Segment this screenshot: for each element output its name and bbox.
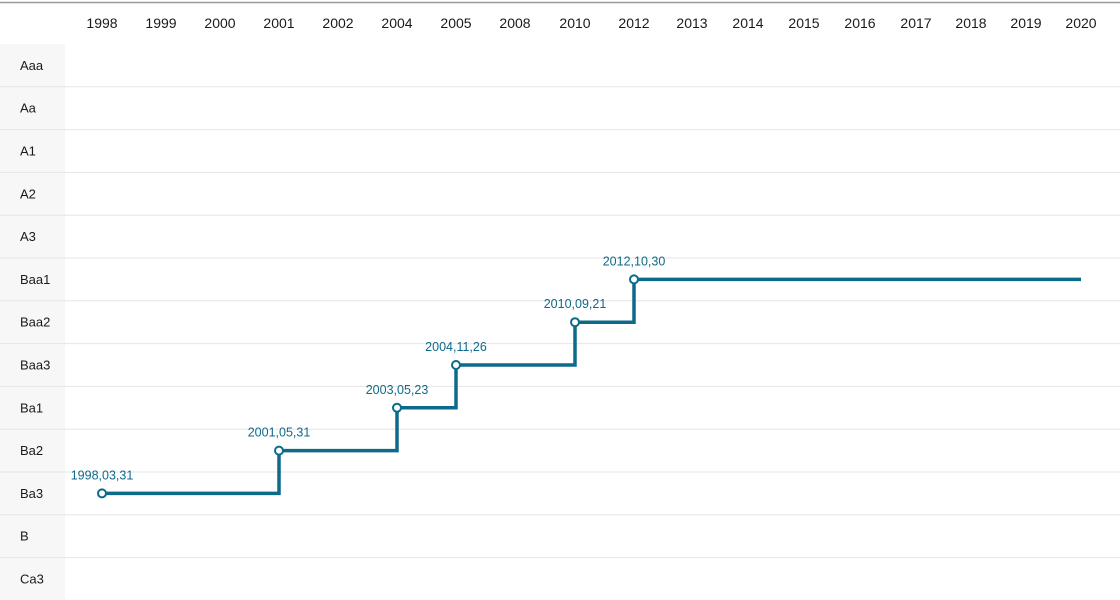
rating-tick-label: Baa1 [20,272,50,287]
rating-tick-label: A2 [20,186,36,201]
rating-tick-label: Baa2 [20,315,50,330]
rating-change-marker [629,274,639,285]
rating-tick-label: Ba3 [20,486,43,501]
year-tick-label: 2013 [676,15,707,31]
label-column-background [0,44,65,600]
year-tick-label: 2005 [440,15,471,31]
year-tick-label: 2015 [788,15,819,31]
rating-series: 1998,03,31 2001,05,31 2003,05,23 2004,11,26… [71,254,1081,499]
rating-tick-label: Ba1 [20,400,43,415]
rating-change-marker [274,445,284,456]
year-tick-label: 1998 [86,15,117,31]
year-tick-label: 1999 [145,15,176,31]
rating-change-date-label: 2001,05,31 [248,426,311,440]
year-tick-label: 2020 [1065,15,1096,31]
rating-change-marker [451,360,461,370]
rating-tick-label: A1 [20,144,36,159]
rating-change-marker [97,488,107,499]
rating-change-date-label: 2004,11,26 [425,340,487,354]
rating-change-date-label: 1998,03,31 [71,468,134,482]
rating-tick-label: Ca3 [20,572,44,587]
rating-tick-label: Aa [20,101,37,116]
row-grid [0,86,1120,600]
rating-change-date-label: 2003,05,23 [366,383,429,397]
year-tick-label: 2004 [381,15,412,31]
year-tick-label: 2010 [559,15,590,31]
rating-change-date-label: 2012,10,30 [603,254,666,268]
year-tick-label: 2001 [263,15,294,31]
rating-tick-label: A3 [20,229,36,244]
rating-change-date-label: 2010,09,21 [544,297,607,311]
rating-axis: Aaa Aa A1 A2 A3 Baa1 Baa2 Baa3 Ba1 Ba2 Ba3 B Ca3 [20,58,50,587]
rating-tick-label: Aaa [20,58,44,73]
rating-tick-label: B [20,529,29,544]
rating-step-line [102,277,1081,496]
year-tick-label: 2016 [844,15,875,31]
year-tick-label: 2019 [1010,15,1041,31]
rating-tick-label: Baa3 [20,358,50,373]
year-tick-label: 2002 [322,15,353,31]
year-tick-label: 2000 [204,15,235,31]
rating-change-marker [392,402,402,413]
year-tick-label: 2008 [499,15,530,31]
year-tick-label: 2017 [900,15,931,31]
rating-tick-label: Ba2 [20,443,43,458]
year-tick-label: 2014 [732,15,763,31]
year-axis: 1998 1999 2000 2001 2002 2004 2005 2008 2010 2012… [86,15,1096,31]
rating-change-marker [570,317,580,328]
year-tick-label: 2018 [955,15,986,31]
year-tick-label: 2012 [618,15,649,31]
